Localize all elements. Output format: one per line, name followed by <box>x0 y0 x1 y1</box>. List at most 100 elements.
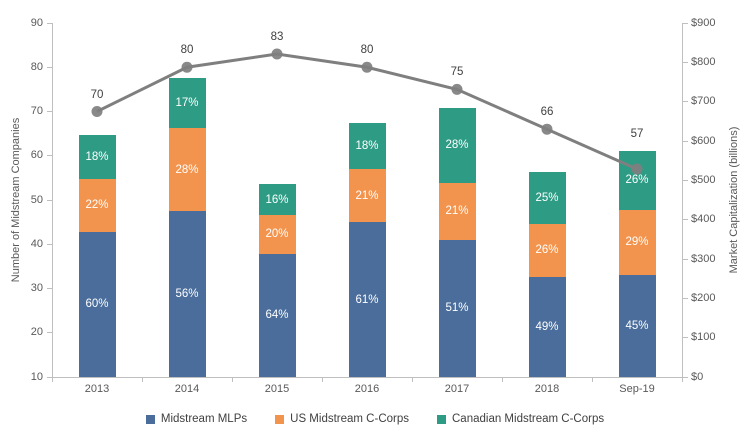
left-axis-tick-label: 80 <box>30 60 43 73</box>
right-axis-tick-label: $400 <box>691 213 716 226</box>
right-axis-tick <box>683 219 688 221</box>
x-axis-tick <box>52 378 53 382</box>
right-axis-tick-label: $100 <box>691 331 716 344</box>
bar-segment-percent-label: 60% <box>85 298 109 311</box>
line-marker <box>361 61 373 73</box>
x-axis-tick <box>322 378 323 382</box>
bar-segment-percent-label: 28% <box>175 163 199 176</box>
legend-swatch-icon <box>145 414 155 424</box>
left-axis-title: Number of Midstream Companies <box>10 117 22 283</box>
line-value-label: 57 <box>630 127 644 140</box>
legend: Midstream MLPs US Midstream C-Corps Canadi… <box>0 413 750 425</box>
left-axis-tick <box>47 111 52 112</box>
bar-segment-percent-label: 18% <box>355 140 379 153</box>
x-axis-category-label: Sep-19 <box>619 383 655 395</box>
left-axis-line <box>52 23 53 377</box>
right-axis-title: Market Capitalization (billions) <box>728 126 740 274</box>
legend-label: US Midstream C-Corps <box>290 413 409 425</box>
right-axis-tick-label: $800 <box>691 55 716 68</box>
bar-segment-percent-label: 20% <box>265 228 289 241</box>
bar-segment-percent-label: 16% <box>265 193 289 206</box>
bar-segment <box>258 184 296 216</box>
bar-segment-percent-label: 21% <box>445 205 469 218</box>
bar-segment-percent-label: 26% <box>625 174 649 187</box>
bar-segment-percent-label: 61% <box>355 293 379 306</box>
legend-item: Midstream MLPs <box>145 413 248 425</box>
right-axis-tick <box>683 179 688 181</box>
left-axis-tick <box>47 243 52 245</box>
x-axis-tick <box>412 378 413 382</box>
line-value-label: 80 <box>360 44 374 57</box>
x-axis-tick <box>592 378 593 382</box>
legend-item: US Midstream C-Corps <box>275 413 409 425</box>
left-axis-tick <box>47 155 52 157</box>
bar-segment <box>528 223 566 277</box>
right-axis-tick <box>683 101 688 103</box>
left-axis-tick-label: 60 <box>30 149 43 162</box>
bar-segment-percent-label: 56% <box>175 288 199 301</box>
left-axis-tick <box>47 376 52 378</box>
x-axis-line <box>52 377 683 378</box>
line-marker <box>91 106 103 117</box>
x-axis-category-label: 2018 <box>534 383 560 395</box>
bar-segment <box>618 275 656 377</box>
right-axis-tick <box>683 258 688 260</box>
x-axis-category-label: 2014 <box>174 383 200 395</box>
bar-segment <box>78 231 116 377</box>
bar-segment <box>258 253 296 377</box>
left-axis-tick-label: 30 <box>30 282 43 294</box>
line-value-label: 70 <box>90 88 104 101</box>
right-axis-tick-label: $300 <box>691 252 716 265</box>
left-axis-tick-label: 40 <box>30 237 43 250</box>
right-axis-tick-label: $200 <box>691 291 716 304</box>
x-axis-tick <box>232 378 233 382</box>
bar-segment-percent-label: 29% <box>625 236 649 249</box>
left-axis-tick-label: 10 <box>30 370 43 383</box>
bar-segment-percent-label: 18% <box>85 150 109 163</box>
bar-segment-percent-label: 49% <box>535 320 559 333</box>
left-axis-tick-label: 70 <box>30 105 43 117</box>
left-axis-tick <box>47 332 52 334</box>
left-axis-tick <box>47 199 52 201</box>
left-axis-tick <box>47 22 52 24</box>
bar-segment-percent-label: 26% <box>535 244 559 257</box>
bar-segment-percent-label: 51% <box>445 302 469 315</box>
right-axis-tick <box>683 22 688 24</box>
right-axis-line <box>682 23 683 377</box>
line-value-label: 66 <box>540 106 554 119</box>
bar-segment <box>618 209 656 276</box>
right-axis-tick-label: $700 <box>691 95 716 108</box>
bar-segment <box>78 178 116 232</box>
legend-label: Midstream MLPs <box>160 413 248 425</box>
right-axis-tick <box>683 61 688 63</box>
bar-segment <box>438 183 476 240</box>
bar-segment <box>348 168 386 223</box>
line-value-label: 75 <box>450 66 464 79</box>
legend-item: Canadian Midstream C-Corps <box>437 413 604 425</box>
line-value-label: 83 <box>270 30 284 43</box>
right-axis-tick <box>683 337 688 339</box>
x-axis-category-label: 2016 <box>354 383 380 395</box>
line-marker <box>181 61 193 73</box>
x-axis-category-label: 2015 <box>264 383 290 395</box>
bar-segment <box>528 276 566 377</box>
legend-swatch-icon <box>437 414 446 424</box>
line-value-label: 80 <box>180 44 194 57</box>
bar-segment <box>168 211 206 377</box>
left-axis-tick <box>47 288 52 289</box>
x-axis-category-label: 2017 <box>444 383 470 395</box>
left-axis-tick-label: 20 <box>30 326 43 339</box>
right-axis-tick-label: $0 <box>691 370 704 383</box>
right-axis-tick <box>683 297 688 299</box>
x-axis-tick <box>682 378 683 382</box>
line-marker <box>451 83 463 95</box>
legend-label: Canadian Midstream C-Corps <box>452 413 605 425</box>
left-axis-tick-label: 50 <box>30 193 43 206</box>
legend-swatch-icon <box>275 414 285 424</box>
x-axis-tick <box>502 378 503 382</box>
right-axis-tick-label: $500 <box>691 173 716 186</box>
line-marker <box>541 123 553 135</box>
bar-segment <box>258 215 296 254</box>
right-axis-tick <box>683 376 688 378</box>
